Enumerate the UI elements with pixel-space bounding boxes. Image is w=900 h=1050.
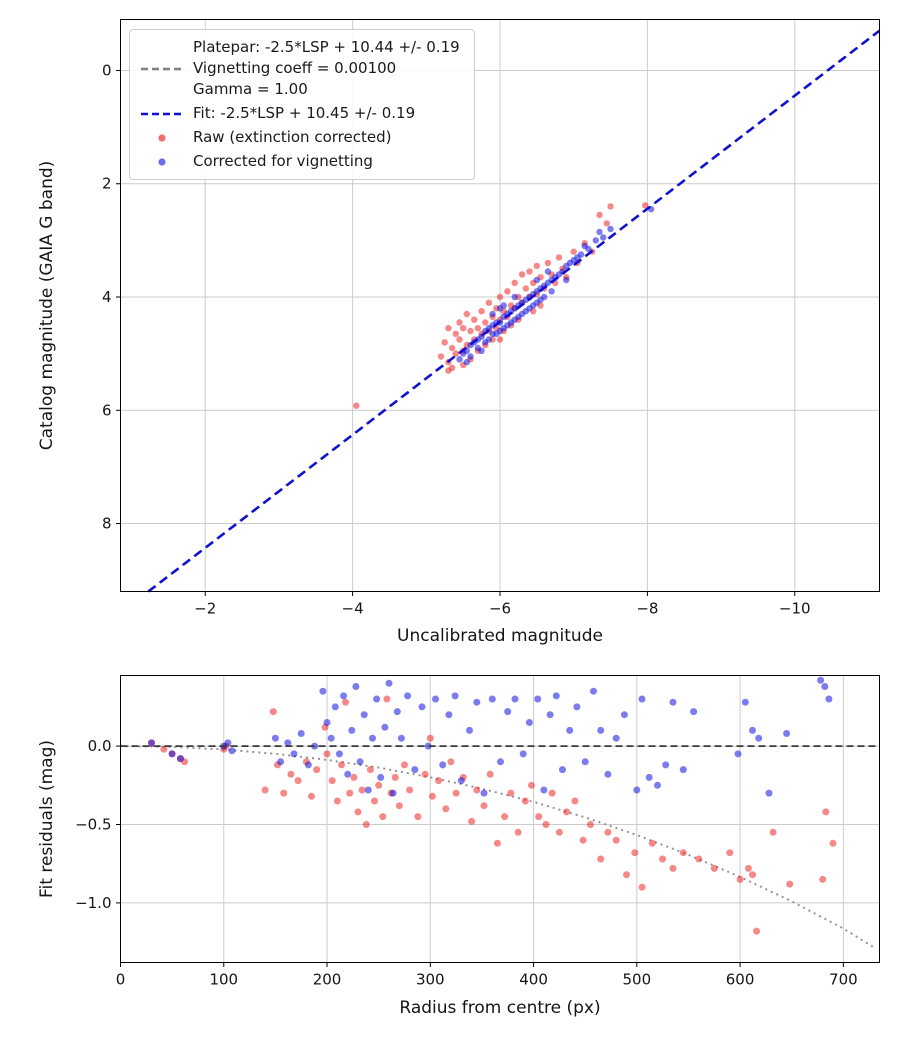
svg-text:400: 400 [519,971,548,989]
svg-text:0: 0 [102,61,112,79]
residuals-plot: 0 100 200 300 400 500 600 700 0.0 −0.5 −1.0 Radius … [37,675,880,1018]
legend-label-gamma: Gamma = 1.00 [193,80,308,98]
svg-text:−2: −2 [194,600,216,618]
corrected-marker-sample [140,156,184,168]
svg-text:0: 0 [116,971,126,989]
svg-text:4: 4 [102,288,112,306]
svg-text:0.0: 0.0 [88,737,112,755]
legend-label-raw: Raw (extinction corrected) [193,128,392,146]
svg-text:−10: −10 [779,600,811,618]
legend-entry-fit: Fit: -2.5*LSP + 10.45 +/- 0.19 [140,103,460,124]
axes-border [120,675,880,963]
legend-entry-raw: Raw (extinction corrected) [140,127,460,148]
svg-text:−6: −6 [489,600,511,618]
svg-text:100: 100 [209,971,238,989]
residuals-xlabel: Radius from centre (px) [399,998,600,1018]
scatter-raw-residuals [148,695,837,935]
legend-label-platepar: Platepar: -2.5*LSP + 10.44 +/- 0.19 [193,38,460,56]
ticks: 0 100 200 300 400 500 600 700 0.0 −0.5 −1.0 [75,737,858,988]
platepar-dashed-line-sample [140,63,184,75]
vignetting-model-curve [120,745,875,949]
legend-label-corrected: Corrected for vignetting [193,152,373,170]
svg-text:300: 300 [416,971,445,989]
svg-text:−0.5: −0.5 [75,815,111,833]
raw-marker-sample [140,132,184,144]
ticks: −2 −4 −6 −8 −10 0 2 4 6 8 [102,61,811,617]
fit-line [147,29,881,593]
svg-text:200: 200 [313,971,342,989]
legend-label-fit: Fit: -2.5*LSP + 10.45 +/- 0.19 [193,104,416,122]
calibration-ylabel: Catalog magnitude (GAIA G band) [37,161,57,451]
legend-entry-corrected: Corrected for vignetting [140,151,460,172]
calibration-xlabel: Uncalibrated magnitude [397,626,603,646]
svg-text:500: 500 [623,971,652,989]
svg-text:−1.0: −1.0 [75,894,111,912]
svg-text:700: 700 [829,971,858,989]
residuals-ylabel: Fit residuals (mag) [37,740,57,898]
scatter-corrected-residuals [148,676,833,797]
legend: Platepar: -2.5*LSP + 10.44 +/- 0.19 Vign… [129,29,475,180]
svg-text:6: 6 [102,401,112,419]
svg-text:−8: −8 [636,600,658,618]
calibration-plot: −2 −4 −6 −8 −10 0 2 4 6 8 Uncalibrated magnitude Ca… [37,19,881,646]
fit-dashed-line-sample [140,108,184,120]
svg-text:2: 2 [102,175,112,193]
legend-label-vignetting-coeff: Vignetting coeff = 0.00100 [193,59,397,77]
svg-text:8: 8 [102,515,112,533]
legend-entry-platepar: Platepar: -2.5*LSP + 10.44 +/- 0.19 Vign… [140,37,460,100]
svg-text:−4: −4 [342,600,364,618]
svg-text:600: 600 [726,971,755,989]
axes-background [120,675,880,963]
scatter-vignetting-corrected [456,206,655,366]
